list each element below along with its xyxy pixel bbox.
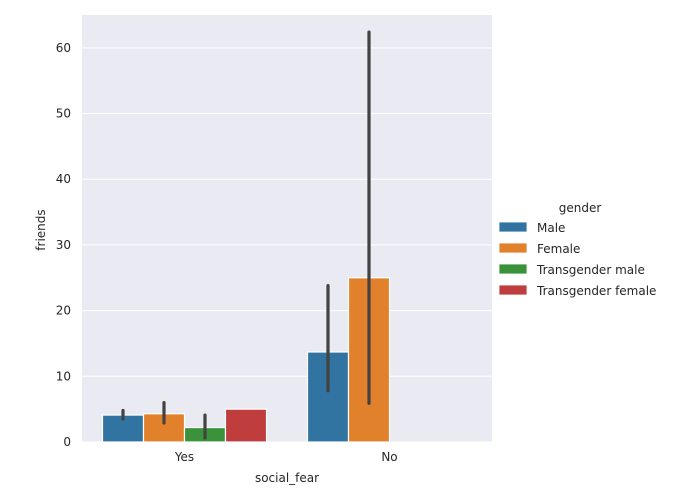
legend-items: Male Female Transgender male Transgender fe… <box>498 221 656 298</box>
legend-swatch <box>498 242 528 254</box>
y-tick-label: 0 <box>63 435 71 449</box>
x-tick-labels: Yes No <box>174 450 398 464</box>
legend-label: Transgender male <box>536 263 645 277</box>
y-tick-label: 40 <box>56 172 71 186</box>
legend-label: Transgender female <box>536 284 656 298</box>
legend-swatch <box>498 221 528 233</box>
x-tick-label: No <box>381 450 397 464</box>
plot-background <box>82 15 492 442</box>
bar <box>224 408 268 443</box>
legend: gender Male Female Transgender male Transge… <box>498 201 656 298</box>
y-tick-label: 10 <box>56 369 71 383</box>
y-tick-labels: 0 10 20 30 40 50 60 <box>56 41 71 449</box>
legend-swatch <box>498 263 528 275</box>
legend-swatch <box>498 284 528 296</box>
gridlines <box>82 47 492 443</box>
error-bars <box>121 30 371 440</box>
x-axis-label: social_fear <box>255 471 319 485</box>
y-tick-label: 50 <box>56 107 71 121</box>
y-tick-label: 20 <box>56 304 71 318</box>
x-tick-label: Yes <box>174 450 194 464</box>
legend-label: Female <box>537 242 580 256</box>
legend-label: Male <box>537 221 565 235</box>
y-tick-label: 30 <box>56 238 71 252</box>
y-axis-label: friends <box>34 209 48 250</box>
y-tick-label: 60 <box>56 41 71 55</box>
legend-title: gender <box>559 201 602 215</box>
